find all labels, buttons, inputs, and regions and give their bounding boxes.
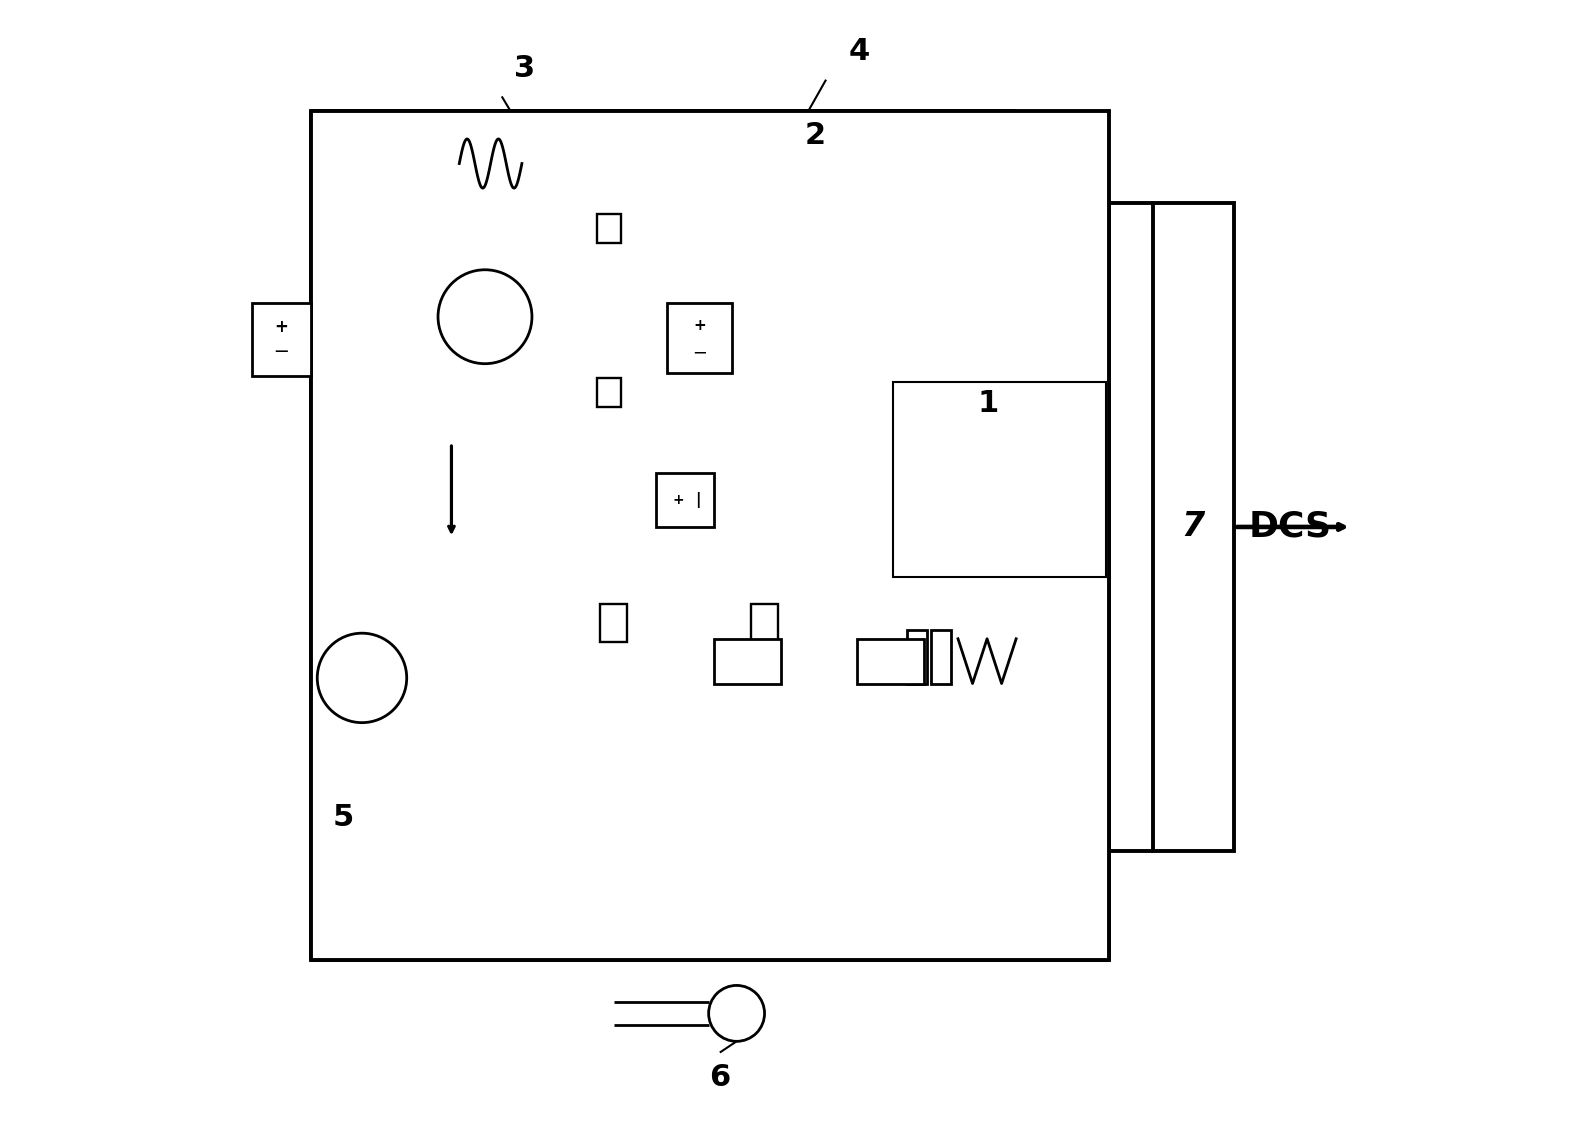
- Text: 1: 1: [978, 389, 999, 418]
- Text: +: +: [672, 493, 685, 507]
- Bar: [857, 639, 924, 684]
- Bar: [656, 473, 715, 527]
- Bar: [311, 111, 1110, 960]
- Bar: [601, 603, 628, 642]
- Bar: [252, 304, 311, 376]
- Text: DCS: DCS: [1249, 510, 1331, 544]
- Text: 2: 2: [804, 121, 826, 150]
- Text: 4: 4: [850, 37, 870, 66]
- Text: ─: ─: [276, 343, 287, 362]
- Bar: [907, 630, 927, 684]
- Text: +: +: [274, 317, 288, 335]
- Bar: [892, 381, 1106, 577]
- Text: |: |: [696, 492, 701, 508]
- Bar: [598, 379, 621, 407]
- Circle shape: [708, 985, 764, 1041]
- Text: 6: 6: [708, 1063, 731, 1092]
- Text: ─: ─: [694, 344, 705, 362]
- Text: 3: 3: [514, 54, 534, 83]
- Bar: [930, 630, 951, 684]
- Circle shape: [437, 270, 533, 363]
- Circle shape: [317, 633, 407, 723]
- Text: +: +: [693, 318, 705, 333]
- Bar: [1152, 203, 1235, 851]
- Text: 5: 5: [333, 803, 353, 832]
- Bar: [715, 639, 781, 684]
- Text: 7: 7: [1182, 510, 1205, 544]
- Bar: [598, 214, 621, 243]
- Bar: [751, 603, 778, 642]
- Bar: [667, 304, 732, 372]
